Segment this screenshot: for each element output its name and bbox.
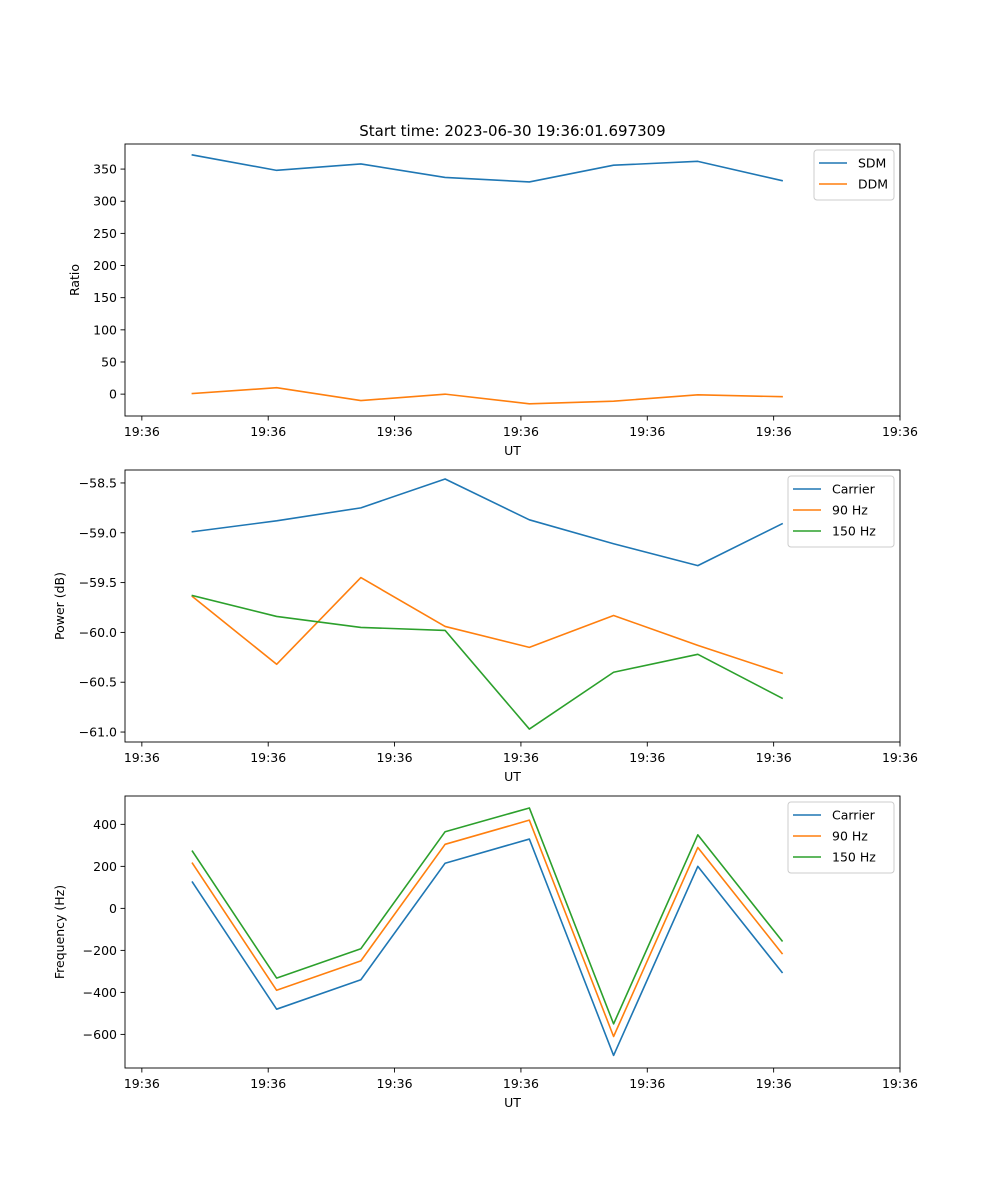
y-tick-label: 200: [93, 258, 117, 273]
x-tick-label: 19:36: [756, 1076, 792, 1091]
x-tick-label: 19:36: [503, 1076, 539, 1091]
x-tick-label: 19:36: [882, 424, 918, 439]
subplot-frequency: 19:36 19:36 19:36 19:36 19:36 19:36 19:36 −600 −…: [52, 795, 918, 1110]
y-axis-label: Ratio: [67, 264, 82, 296]
y-tick-label: 200: [93, 859, 117, 874]
plot-frame: [124, 469, 901, 743]
series-line-150-hz: [191, 594, 784, 730]
x-tick-label: 19:36: [250, 424, 286, 439]
plot-frame: [124, 795, 901, 1069]
legend-box: [787, 801, 895, 874]
x-tick-label: 19:36: [124, 750, 160, 765]
x-tick-label: 19:36: [503, 750, 539, 765]
x-tick-label: 19:36: [250, 750, 286, 765]
x-tick-label: 19:36: [250, 1076, 286, 1091]
legend-box: [787, 475, 895, 548]
y-tick-label: −400: [83, 985, 117, 1000]
y-axis-label: Power (dB): [52, 572, 67, 640]
y-axis-label: Frequency (Hz): [52, 885, 67, 979]
y-tick-label: 250: [93, 226, 117, 241]
legend: Carrier 90 Hz 150 Hz: [787, 801, 895, 874]
subplot-power: 19:36 19:36 19:36 19:36 19:36 19:36 19:36 −61.0…: [52, 469, 918, 784]
x-tick-label: 19:36: [377, 1076, 413, 1091]
x-tick-label: 19:36: [503, 424, 539, 439]
subplot-ratio: 19:36 19:36 19:36 19:36 19:36 19:36 19:36 0 50 10…: [67, 143, 918, 458]
legend-label-ddm: DDM: [858, 177, 888, 192]
y-tick-label: 350: [93, 162, 117, 177]
y-tick-label: 150: [93, 290, 117, 305]
y-tick-label: 50: [101, 354, 117, 369]
x-axis-label: UT: [504, 443, 521, 458]
x-tick-label: 19:36: [124, 424, 160, 439]
y-tick-label: 0: [109, 387, 117, 402]
x-tick-label: 19:36: [629, 1076, 665, 1091]
x-tick-label: 19:36: [756, 750, 792, 765]
x-tick-label: 19:36: [629, 750, 665, 765]
series-line-90-hz: [191, 819, 784, 1038]
legend-label-carrier: Carrier: [832, 482, 876, 497]
y-tick-label: 300: [93, 194, 117, 209]
plot-frame: [124, 143, 901, 417]
x-tick-label: 19:36: [377, 750, 413, 765]
series-line-90-hz: [191, 576, 784, 675]
y-tick-label: −58.5: [79, 475, 117, 490]
series-line-sdm: [191, 153, 784, 183]
x-axis-label: UT: [504, 769, 521, 784]
legend-label-carrier: Carrier: [832, 808, 876, 823]
y-tick-label: 100: [93, 322, 117, 337]
series-line-150-hz: [191, 807, 784, 1025]
legend-label-150-hz: 150 Hz: [832, 850, 876, 865]
y-tick-label: −60.5: [79, 675, 117, 690]
series-line-carrier: [191, 478, 784, 567]
legend: SDM DDM: [813, 149, 895, 201]
x-tick-label: 19:36: [629, 424, 665, 439]
x-axis-label: UT: [504, 1095, 521, 1110]
x-tick-label: 19:36: [377, 424, 413, 439]
y-tick-label: −61.0: [79, 725, 117, 740]
legend-label-sdm: SDM: [858, 156, 886, 171]
x-tick-label: 19:36: [882, 750, 918, 765]
y-tick-label: −59.0: [79, 525, 117, 540]
series-line-ddm: [191, 386, 783, 405]
legend-label-150-hz: 150 Hz: [832, 524, 876, 539]
y-tick-label: 400: [93, 817, 117, 832]
y-tick-label: −59.5: [79, 575, 117, 590]
chart-title: Start time: 2023-06-30 19:36:01.697309: [359, 122, 665, 140]
y-tick-label: −600: [83, 1027, 117, 1042]
legend: Carrier 90 Hz 150 Hz: [787, 475, 895, 548]
legend-label-90-hz: 90 Hz: [832, 503, 868, 518]
series-line-carrier: [191, 838, 784, 1057]
legend-label-90-hz: 90 Hz: [832, 829, 868, 844]
y-tick-label: 0: [109, 901, 117, 916]
y-tick-label: −200: [83, 943, 117, 958]
x-tick-label: 19:36: [124, 1076, 160, 1091]
y-tick-label: −60.0: [79, 625, 117, 640]
x-tick-label: 19:36: [756, 424, 792, 439]
x-tick-label: 19:36: [882, 1076, 918, 1091]
